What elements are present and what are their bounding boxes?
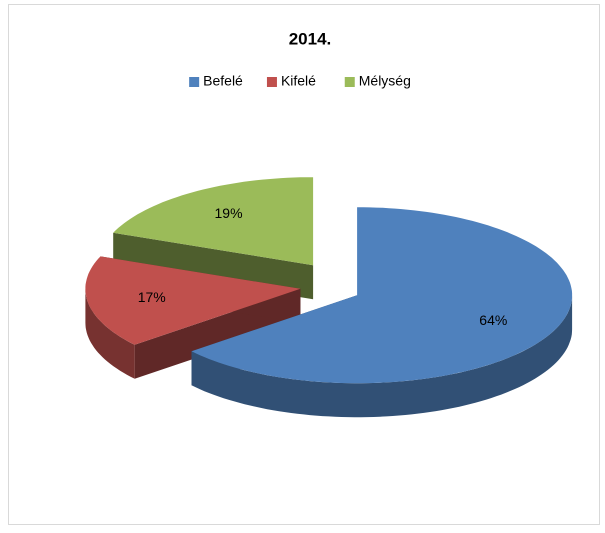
slice [85, 256, 301, 379]
legend-label: Mélység [359, 73, 411, 89]
data-label: 17% [138, 289, 166, 305]
chart-title: 2014. [289, 29, 332, 48]
data-label: 19% [215, 205, 243, 221]
slice [113, 177, 314, 300]
slice-wall [191, 295, 573, 418]
slice-top [113, 177, 314, 266]
data-label: 64% [479, 312, 507, 328]
legend-label: Kifelé [281, 73, 316, 89]
slice-wall [85, 288, 135, 379]
legend-swatch [266, 77, 277, 87]
legend-swatch [344, 77, 355, 87]
slice-side [113, 232, 314, 300]
slice-top [191, 207, 573, 384]
slice-top [85, 256, 301, 345]
slice [191, 207, 573, 418]
legend-swatch [189, 77, 200, 87]
legend-label: Befelé [203, 73, 243, 89]
